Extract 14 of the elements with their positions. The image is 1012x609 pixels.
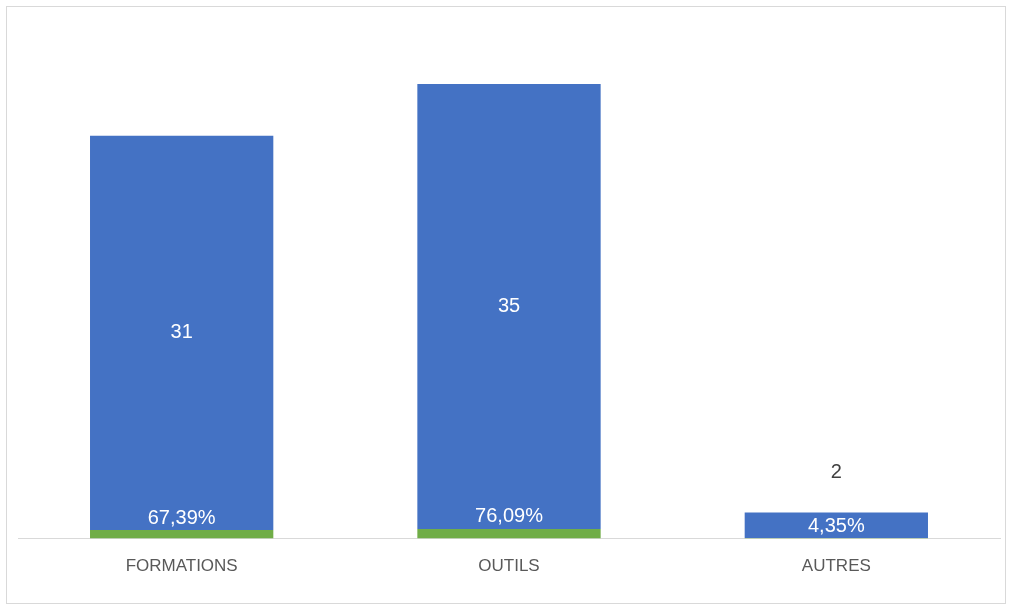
data-label: 31 xyxy=(170,320,193,343)
bar xyxy=(417,528,601,539)
data-label: 4,35% xyxy=(807,513,865,536)
data-label: 2 xyxy=(830,460,842,483)
x-tick-label: OUTILS xyxy=(478,556,540,576)
bar xyxy=(417,83,601,529)
x-tick-label: AUTRES xyxy=(801,556,871,576)
data-label: 76,09% xyxy=(475,504,544,527)
data-label: 67,39% xyxy=(147,505,216,528)
data-label: 35 xyxy=(497,293,521,316)
bar xyxy=(90,530,274,539)
x-tick-label: FORMATIONS xyxy=(125,556,238,576)
bar xyxy=(744,512,928,539)
bar xyxy=(90,135,274,531)
